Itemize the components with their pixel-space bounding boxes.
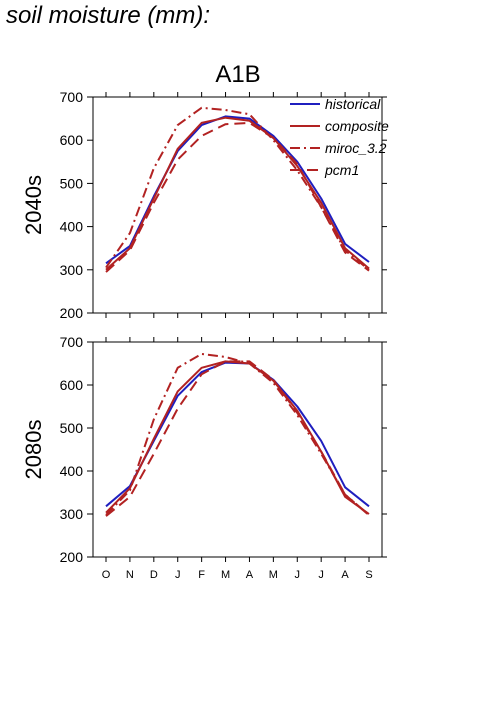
y-tick-label: 500 (60, 420, 84, 436)
y-tick-label: 400 (60, 463, 84, 479)
x-tick-label: M (269, 569, 278, 581)
x-tick-label: O (102, 569, 111, 581)
y-tick-label: 500 (60, 175, 84, 191)
figure-title: soil moisture (mm): (6, 2, 211, 29)
legend-label: historical (325, 96, 381, 112)
panel-2040s: 200 300 400 500 600 700 2040s (21, 89, 387, 321)
x-tick-label: S (365, 569, 372, 581)
panel-2080s: 200 300 400 500 600 700 O N D J F M A M J J A S 2080s (21, 334, 387, 581)
x-tick-label: F (198, 569, 205, 581)
legend: historical composite miroc_3.2 pcm1 (290, 96, 389, 178)
legend-label: pcm1 (324, 162, 359, 178)
series-line-composite (105, 116, 370, 271)
y-tick-label: 600 (60, 132, 84, 148)
y-tick-label: 600 (60, 377, 84, 393)
y-tick-label: 200 (60, 305, 84, 321)
plot-frame (92, 96, 383, 314)
legend-label: composite (325, 118, 389, 134)
x-tick-label: J (295, 569, 301, 581)
plot-frame (92, 341, 383, 558)
y-tick-label: 400 (60, 219, 84, 235)
y-tick-label: 700 (60, 89, 84, 105)
y-tick-label: 200 (60, 549, 84, 565)
series-line-historical (105, 361, 370, 508)
x-tick-label: J (318, 569, 324, 581)
series-line-pcm1 (105, 360, 370, 517)
x-tick-label: M (221, 569, 230, 581)
panel-ylabel: 2080s (21, 420, 46, 480)
x-tick-label: J (175, 569, 181, 581)
y-tick-label: 700 (60, 334, 84, 350)
series-line-miroc-3-2 (105, 353, 370, 516)
panel-ylabel: 2040s (21, 175, 46, 235)
x-tick-label: A (341, 569, 349, 581)
series-line-composite (105, 360, 370, 515)
panels-group: 200 300 400 500 600 700 2040s 200 300 400 500 600 70… (21, 89, 387, 581)
series-line-pcm1 (105, 121, 370, 273)
chart-title: A1B (215, 61, 260, 88)
x-tick-label: D (150, 569, 158, 581)
legend-label: miroc_3.2 (325, 140, 387, 156)
y-tick-label: 300 (60, 506, 84, 522)
x-tick-label: A (246, 569, 254, 581)
x-tick-label: N (126, 569, 134, 581)
y-tick-label: 300 (60, 262, 84, 278)
